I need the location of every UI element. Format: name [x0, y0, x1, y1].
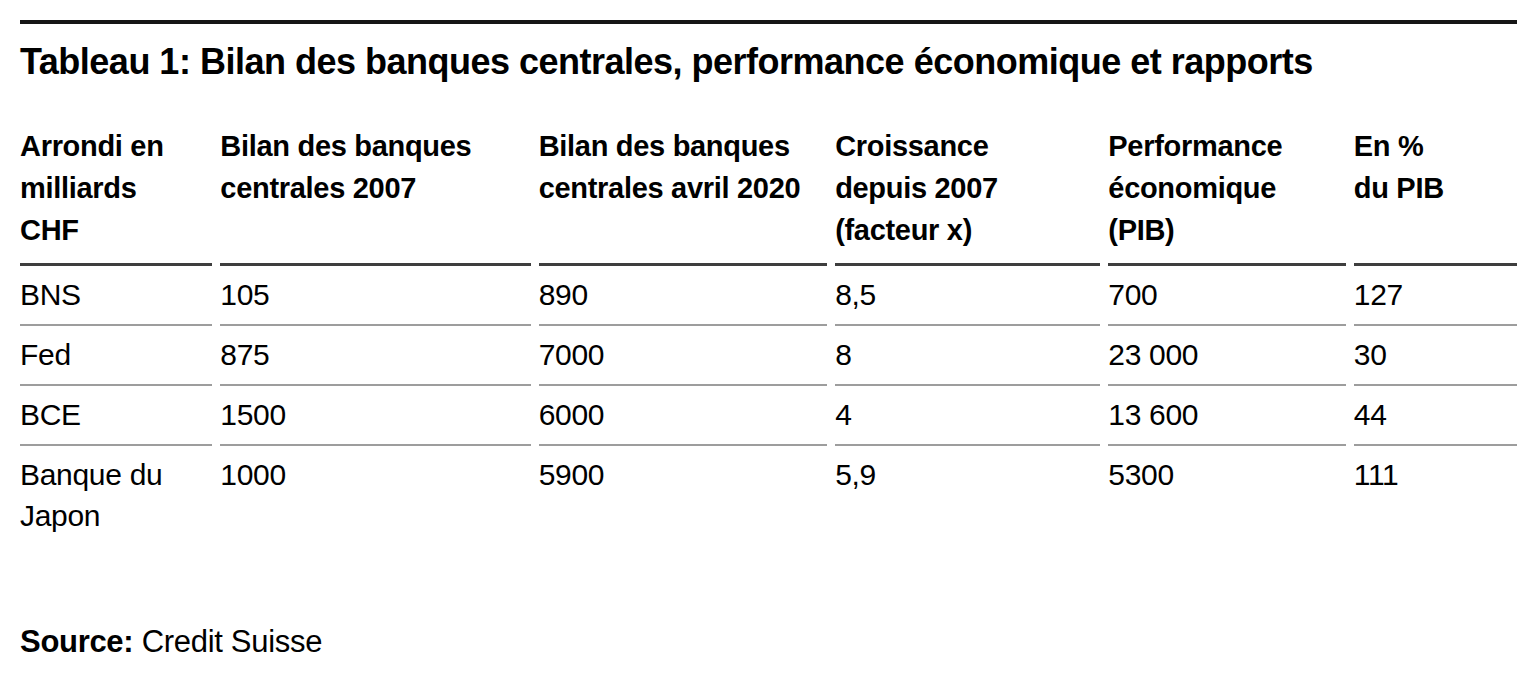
table-figure: Tableau 1: Bilan des banques centrales, … [0, 0, 1537, 675]
value-cell: 6000 [539, 386, 827, 446]
value-cell: 23 000 [1108, 326, 1345, 386]
value-cell: 8 [835, 326, 1100, 386]
row-label: Banque du Japon [20, 446, 212, 545]
value-cell: 127 [1354, 266, 1517, 326]
value-cell: 111 [1354, 446, 1517, 545]
value-cell: 1500 [220, 386, 530, 446]
value-cell: 7000 [539, 326, 827, 386]
source-text: Credit Suisse [133, 624, 322, 659]
value-cell: 30 [1354, 326, 1517, 386]
value-cell: 5,9 [835, 446, 1100, 545]
value-cell: 105 [220, 266, 530, 326]
value-cell: 4 [835, 386, 1100, 446]
row-label: BNS [20, 266, 212, 326]
column-header-growth: Croissance depuis 2007 (facteur x) [835, 125, 1100, 266]
row-label: Fed [20, 326, 212, 386]
column-header-unit: Arrondi en milliards CHF [20, 125, 212, 266]
value-cell: 700 [1108, 266, 1345, 326]
header-row: Arrondi en milliards CHF Bilan des banqu… [20, 125, 1517, 266]
table-row-bce: BCE 1500 6000 4 13 600 44 [20, 386, 1517, 446]
value-cell: 875 [220, 326, 530, 386]
table-row-boj: Banque du Japon 1000 5900 5,9 5300 111 [20, 446, 1517, 545]
value-cell: 8,5 [835, 266, 1100, 326]
figure-title: Tableau 1: Bilan des banques centrales, … [20, 39, 1517, 85]
top-rule [20, 20, 1517, 24]
source-label: Source: [20, 624, 133, 659]
value-cell: 5900 [539, 446, 827, 545]
row-label: BCE [20, 386, 212, 446]
value-cell: 13 600 [1108, 386, 1345, 446]
table-row-bns: BNS 105 890 8,5 700 127 [20, 266, 1517, 326]
source-line: Source: Credit Suisse [20, 622, 322, 662]
value-cell: 1000 [220, 446, 530, 545]
column-header-balance-2007: Bilan des banques centrales 2007 [220, 125, 530, 266]
value-cell: 44 [1354, 386, 1517, 446]
data-table: Arrondi en milliards CHF Bilan des banqu… [12, 125, 1525, 545]
value-cell: 5300 [1108, 446, 1345, 545]
value-cell: 890 [539, 266, 827, 326]
table-row-fed: Fed 875 7000 8 23 000 30 [20, 326, 1517, 386]
column-header-balance-2020: Bilan des banques centrales avril 2020 [539, 125, 827, 266]
column-header-pct-gdp: En % du PIB [1354, 125, 1517, 266]
column-header-gdp: Performance économique (PIB) [1108, 125, 1345, 266]
